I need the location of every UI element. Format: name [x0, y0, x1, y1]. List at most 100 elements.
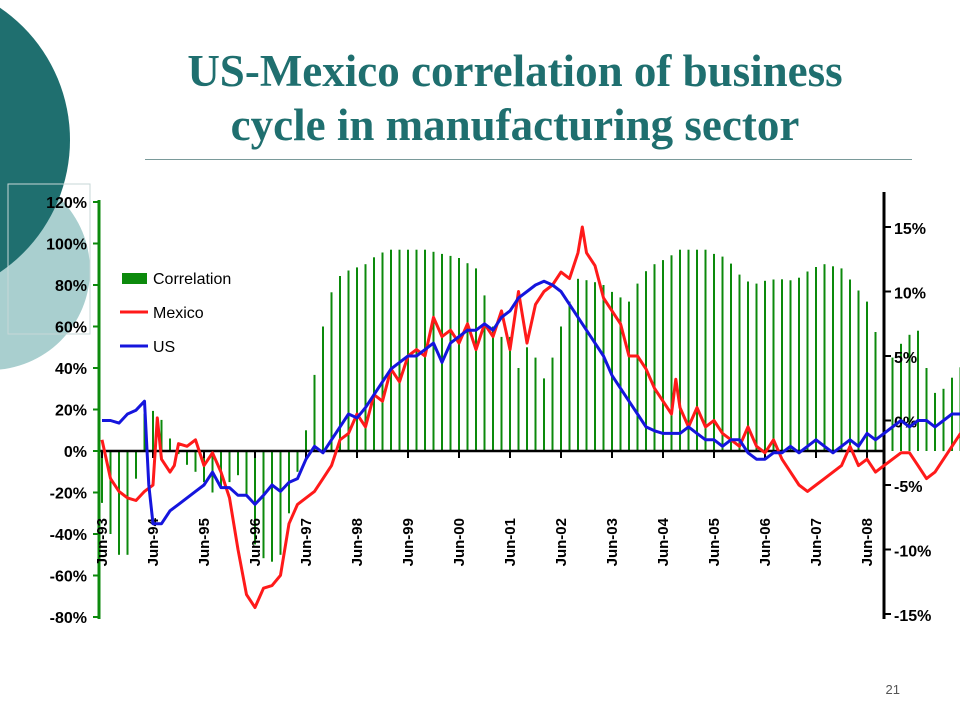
correlation-bar [636, 283, 639, 451]
x-tick-label: Jun-00 [451, 518, 468, 566]
correlation-bar [441, 253, 443, 451]
correlation-bar [534, 357, 537, 451]
correlation-bar [279, 451, 282, 555]
legend-label: Correlation [153, 271, 231, 288]
correlation-bar [126, 451, 129, 555]
correlation-bar [509, 336, 511, 451]
correlation-bar [177, 451, 180, 455]
correlation-bar [713, 253, 715, 451]
x-tick-label: Jun-94 [145, 517, 162, 566]
correlation-bar [704, 249, 707, 451]
correlation-bar [594, 282, 596, 451]
correlation-bar [492, 326, 494, 451]
mexico-line [100, 225, 960, 609]
correlation-bar [560, 326, 562, 451]
correlation-bar [806, 271, 809, 451]
correlation-bar [373, 257, 375, 451]
legend-label: Mexico [153, 305, 204, 322]
correlation-bar [874, 332, 877, 451]
legend: Correlation Mexico US [120, 271, 231, 356]
correlation-bar [526, 347, 528, 452]
correlation-bar [891, 357, 894, 451]
us-line [102, 279, 960, 526]
correlation-bar [500, 336, 503, 451]
correlation-bar [925, 368, 928, 451]
correlation-bar [934, 392, 936, 451]
correlation-bar [840, 268, 843, 451]
correlation-bar [857, 290, 860, 451]
correlation-bar [823, 264, 826, 451]
x-tick-label: Jun-07 [808, 518, 825, 566]
correlation-bar [398, 249, 401, 451]
correlation-bar [101, 451, 103, 503]
correlation-bar [347, 270, 350, 451]
correlation-bar [364, 264, 367, 451]
x-tick-label: Jun-03 [604, 518, 621, 566]
slide-title: US-Mexico correlation of business cycle … [100, 44, 930, 152]
correlation-bar [118, 451, 120, 555]
left-tick-label: -80% [50, 610, 87, 627]
correlation-bar [764, 280, 766, 451]
correlation-bar [738, 274, 741, 451]
left-tick-label: 0% [64, 444, 87, 461]
correlation-bar [670, 255, 673, 451]
correlation-bar [798, 277, 800, 451]
correlation-bar [730, 263, 732, 451]
right-axis: -15%-10%-5%0%5%10%15% [882, 192, 931, 625]
correlation-bar [653, 264, 656, 451]
left-tick-label: -20% [50, 486, 87, 503]
correlation-bar [568, 301, 571, 451]
left-tick-label: 20% [55, 403, 87, 420]
correlation-bar [908, 334, 911, 451]
correlation-bar [755, 283, 758, 451]
correlation-bar [551, 357, 554, 451]
correlation-bar [449, 255, 452, 451]
correlation-bar [577, 278, 579, 451]
correlation-bar [407, 249, 409, 451]
correlation-bar [245, 451, 248, 496]
correlation-bar [262, 451, 265, 559]
left-tick-label: 120% [46, 195, 87, 212]
correlation-bar [866, 301, 868, 451]
correlation-bar [169, 438, 171, 451]
legend-label: US [153, 339, 175, 356]
right-tick-label: 10% [894, 286, 926, 303]
correlation-bar [900, 343, 902, 451]
correlation-bar [330, 292, 333, 451]
x-tick-label: Jun-04 [655, 517, 672, 566]
correlation-bar [109, 451, 112, 534]
correlation-bar [543, 378, 545, 451]
correlation-bar [645, 271, 647, 451]
correlation-bars [101, 249, 960, 562]
correlation-bar [228, 451, 231, 483]
correlation-bar [832, 266, 834, 451]
correlation-bar [721, 256, 724, 451]
correlation-bar [135, 451, 137, 479]
correlation-bar [381, 252, 384, 451]
x-tick-label: Jun-98 [349, 518, 366, 566]
correlation-bar [160, 419, 163, 451]
correlation-bar [390, 249, 392, 451]
left-tick-label: -60% [50, 569, 87, 586]
correlation-bar [296, 451, 299, 472]
correlation-bar [475, 268, 477, 451]
x-tick-label: Jun-93 [94, 518, 111, 566]
x-tick-label: Jun-02 [553, 518, 570, 566]
left-tick-label: 100% [46, 237, 87, 254]
correlation-bar [789, 280, 792, 451]
correlation-bar [339, 276, 341, 451]
left-tick-label: 40% [55, 361, 87, 378]
x-tick-label: Jun-01 [502, 518, 519, 566]
correlation-bar [237, 451, 239, 476]
correlation-bar [305, 430, 307, 452]
correlation-bar [194, 451, 197, 472]
right-tick-label: -5% [894, 479, 922, 496]
title-line-2: cycle in manufacturing sector [230, 100, 800, 150]
left-tick-label: -40% [50, 527, 87, 544]
correlation-bar [849, 279, 851, 451]
correlation-bar [585, 280, 588, 451]
correlation-bar [152, 410, 154, 451]
correlation-bar [254, 451, 256, 545]
correlation-bar [143, 413, 146, 451]
